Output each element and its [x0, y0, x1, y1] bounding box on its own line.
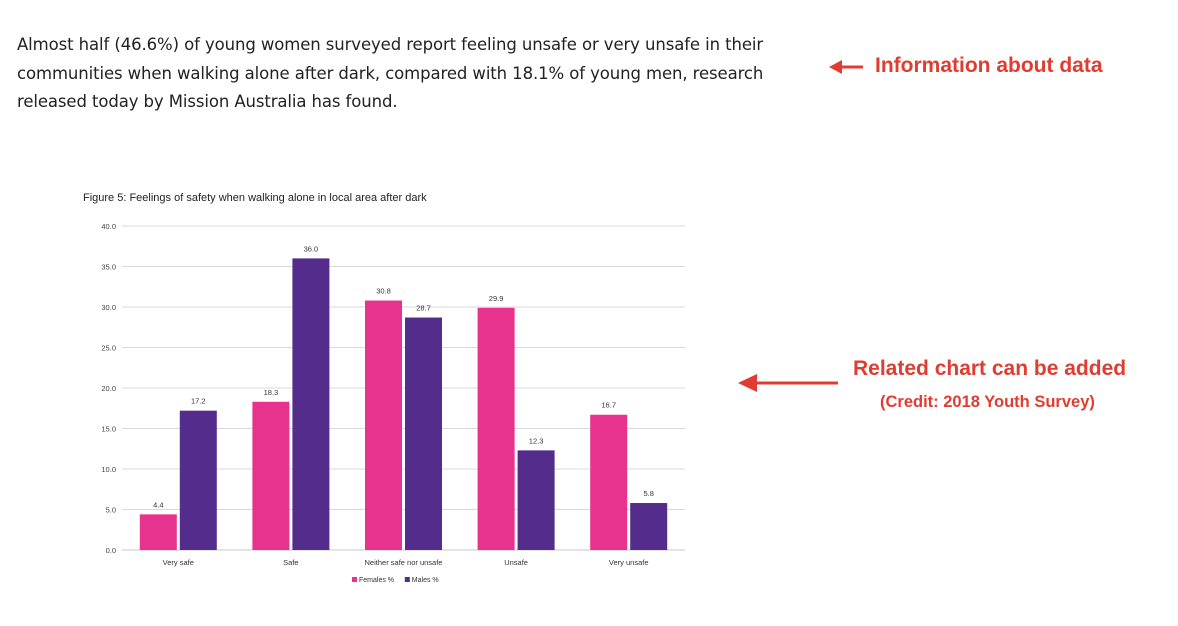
x-tick-label: Neither safe nor unsafe [365, 558, 443, 567]
bar [365, 300, 402, 550]
bar [405, 317, 442, 550]
info-annotation-label: Information about data [875, 54, 1103, 77]
bar [590, 414, 628, 550]
article-intro-paragraph: Almost half (46.6%) of young women surve… [17, 35, 764, 111]
y-tick-label: 20.0 [101, 384, 116, 393]
y-tick-label: 30.0 [101, 303, 116, 312]
data-label: 30.8 [376, 287, 391, 296]
y-tick-label: 10.0 [101, 465, 116, 474]
data-label: 28.7 [416, 304, 431, 313]
data-label: 18.3 [264, 388, 279, 397]
data-label: 29.9 [489, 294, 504, 303]
data-label: 5.8 [643, 489, 653, 498]
bar [139, 514, 177, 550]
y-tick-label: 15.0 [101, 425, 116, 434]
chart-legend: Females % Males % [352, 577, 439, 584]
chart-data-labels: 4.4 17.2 18.3 36.0 30.8 28.7 29.9 12.3 16.7 5.8 [153, 244, 654, 509]
chart-bars [139, 258, 668, 550]
data-label: 12.3 [529, 436, 544, 445]
y-tick-label: 35.0 [101, 263, 116, 272]
data-label: 4.4 [153, 500, 163, 509]
bar [517, 450, 555, 550]
bar-chart-figure: Figure 5: Feelings of safety when walkin… [70, 182, 710, 602]
bar [179, 410, 217, 550]
arrow-left-icon [738, 374, 838, 392]
x-tick-label: Very unsafe [609, 558, 649, 567]
legend-label: Males % [412, 577, 439, 584]
data-label: 17.2 [191, 397, 206, 406]
related-chart-annotation-label: Related chart can be added [853, 357, 1127, 380]
legend-label: Females % [359, 577, 394, 584]
bar [477, 307, 515, 550]
bar [292, 258, 330, 550]
x-tick-label: Very safe [163, 558, 194, 567]
chart-title: Figure 5: Feelings of safety when walkin… [83, 192, 427, 204]
y-tick-label: 5.0 [106, 506, 116, 515]
x-tick-label: Safe [283, 558, 298, 567]
data-label: 36.0 [304, 244, 319, 253]
legend-swatch [352, 577, 357, 582]
y-tick-label: 40.0 [101, 222, 116, 231]
legend-swatch [404, 577, 410, 582]
y-tick-label: 0.0 [106, 546, 116, 555]
x-tick-label: Unsafe [504, 558, 528, 567]
arrow-left-icon [829, 60, 863, 74]
data-label: 16.7 [601, 401, 616, 410]
bar [252, 401, 290, 550]
credit-annotation-label: (Credit: 2018 Youth Survey) [880, 393, 1095, 411]
bar [630, 503, 668, 550]
bar-chart: Figure 5: Feelings of safety when walkin… [83, 192, 685, 584]
y-tick-label: 25.0 [101, 344, 116, 353]
